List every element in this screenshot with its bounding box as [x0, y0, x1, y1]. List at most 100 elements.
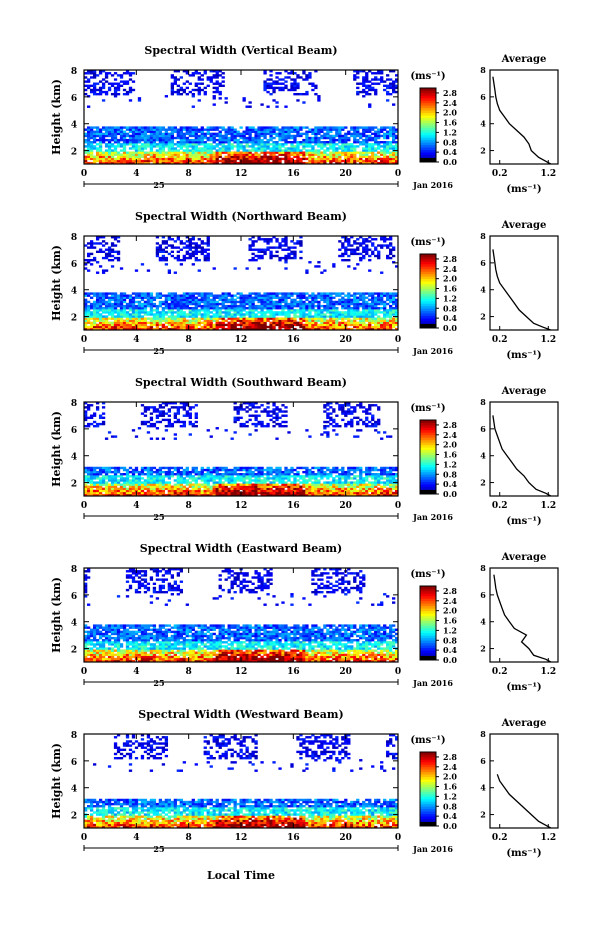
heatmap-cell — [173, 130, 177, 133]
heatmap-cell — [176, 298, 180, 302]
heatmap-cell — [332, 317, 336, 320]
heatmap-cell — [107, 327, 112, 331]
heatmap-cell — [284, 298, 288, 302]
heatmap-cell — [164, 258, 169, 262]
heatmap-cell — [371, 149, 375, 152]
heatmap-cell — [362, 304, 366, 308]
heatmap-cell — [299, 256, 303, 260]
heatmap-cell — [266, 151, 270, 154]
heatmap-cell — [143, 420, 148, 424]
heatmap-cell — [101, 420, 106, 424]
heatmap-cell — [206, 485, 210, 488]
heatmap-cell — [221, 323, 225, 327]
heatmap-cell — [101, 70, 106, 73]
heatmap-cell — [101, 311, 106, 314]
heatmap-cell — [143, 468, 148, 472]
heatmap-cell — [206, 304, 210, 308]
heatmap-cell — [113, 477, 118, 480]
heatmap-cell — [236, 143, 240, 146]
heatmap-cell — [119, 161, 124, 165]
heatmap-cell — [182, 470, 186, 474]
heatmap-cell — [251, 258, 255, 262]
heatmap-cell — [113, 491, 118, 495]
heatmap-cell — [221, 72, 225, 75]
heatmap-cell — [149, 491, 154, 495]
heatmap-cell — [188, 491, 192, 495]
heatmap-cell — [191, 315, 195, 318]
heatmap-cell — [299, 132, 303, 136]
heatmap-cell — [167, 236, 172, 239]
heatmap-cell — [365, 80, 369, 83]
heatmap-cell — [134, 296, 139, 299]
heatmap-cell — [125, 90, 130, 94]
heatmap-cell — [182, 325, 186, 329]
heatmap-cell — [101, 406, 106, 409]
heatmap-cell — [383, 141, 387, 144]
heatmap-cell — [179, 479, 183, 482]
heatmap-cell — [263, 147, 267, 150]
heatmap-cell — [365, 92, 369, 96]
heatmap-cell — [302, 157, 306, 161]
heatmap-cell — [107, 141, 112, 144]
heatmap-cell — [84, 412, 88, 415]
heatmap-cell — [95, 309, 100, 312]
heatmap-cell — [242, 136, 246, 140]
heatmap-cell — [191, 489, 195, 493]
heatmap-cell — [158, 258, 163, 262]
heatmap-cell — [392, 130, 396, 133]
heatmap-cell — [113, 136, 118, 140]
heatmap-cell — [176, 418, 180, 422]
heatmap-cell — [131, 321, 136, 325]
heatmap-cell — [269, 313, 273, 316]
heatmap-cell — [185, 307, 189, 310]
heatmap-cell — [89, 126, 94, 129]
heatmap-cell — [176, 246, 180, 249]
heatmap-cell — [263, 153, 267, 156]
heatmap-cell — [284, 86, 288, 90]
heatmap-cell — [161, 437, 166, 440]
heatmap-cell — [125, 72, 130, 75]
heatmap-cell — [200, 157, 204, 161]
heatmap-cell — [158, 412, 163, 415]
heatmap-cell — [347, 149, 351, 152]
heatmap-cell — [302, 161, 306, 165]
heatmap-cell — [119, 159, 124, 163]
heatmap-cell — [128, 72, 133, 75]
heatmap-cell — [350, 298, 354, 302]
heatmap-cell — [143, 317, 148, 320]
heatmap-cell — [380, 302, 384, 306]
heatmap-cell — [305, 153, 309, 156]
heatmap-cell — [335, 307, 339, 310]
heatmap-cell — [92, 126, 97, 129]
heatmap-cell — [182, 82, 186, 85]
heatmap-cell — [305, 296, 309, 299]
heatmap-cell — [86, 422, 91, 426]
heatmap-cell — [164, 136, 169, 140]
heatmap-cell — [188, 414, 192, 417]
heatmap-cell — [101, 78, 106, 81]
heatmap-cell — [278, 88, 282, 92]
heatmap-cell — [116, 88, 121, 92]
heatmap-cell — [305, 317, 309, 320]
heatmap-cell — [194, 493, 198, 497]
heatmap-cell — [200, 483, 204, 486]
heatmap-cell — [152, 296, 157, 299]
heatmap-cell — [275, 254, 279, 258]
heatmap-cell — [170, 424, 175, 428]
heatmap-cell — [245, 319, 249, 322]
heatmap-cell — [383, 300, 387, 304]
heatmap-cell — [206, 317, 210, 320]
heatmap-cell — [182, 149, 186, 152]
heatmap-cell — [374, 248, 378, 251]
heatmap-cell — [176, 325, 180, 329]
heatmap-cell — [140, 130, 145, 133]
heatmap-cell — [314, 296, 318, 299]
heatmap-cell — [221, 149, 225, 152]
heatmap-cell — [290, 256, 294, 260]
heatmap-cell — [101, 300, 106, 304]
heatmap-cell — [278, 134, 282, 138]
heatmap-cell — [254, 147, 258, 150]
heatmap-cell — [368, 319, 372, 322]
heatmap-cell — [128, 159, 133, 163]
heatmap-cell — [299, 319, 303, 322]
